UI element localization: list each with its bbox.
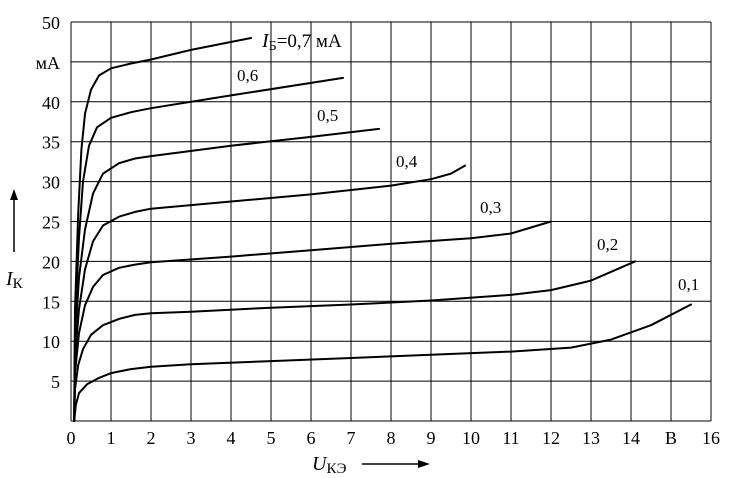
y-unit-label: мА [36,53,60,73]
curves [73,37,692,422]
curve-label: 0,3 [480,198,501,217]
x-tick-label: 9 [427,428,436,448]
x-tick-label: 1 [107,428,116,448]
y-axis-arrow-head [10,189,18,200]
y-tick-label: 15 [42,292,60,312]
y-tick-label: 35 [42,133,60,153]
y-tick-label: 20 [42,252,60,272]
curve-label: 0,6 [237,66,258,85]
curve-ib-0-5 [73,127,380,422]
x-tick-labels: 0 1 2 3 4 5 6 7 8 9 10 11 12 13 14 В 16 [67,428,721,448]
curve-label-ib-main: IБ=0,7 мА [261,30,342,54]
curve-ib-0-3 [73,220,552,422]
curve-ib-0-6 [73,76,344,422]
grid [70,21,712,422]
x-tick-label: 4 [227,428,236,448]
x-tick-label: 7 [347,428,356,448]
x-tick-label: 8 [387,428,396,448]
x-axis-label: UКЭ [312,453,347,477]
curve-ib-0-1 [73,303,692,422]
curve-label: 0,2 [597,235,618,254]
y-tick-label: 30 [42,173,60,193]
curve-label: 0,5 [317,106,338,125]
y-tick-label: 25 [42,213,60,233]
x-tick-label: 10 [462,428,480,448]
y-tick-label: 10 [42,332,60,352]
y-tick-label: 40 [42,93,60,113]
x-tick-label: 3 [187,428,196,448]
curve-label: 0,1 [678,275,699,294]
curve-labels: 0,1 0,2 0,3 0,4 0,5 0,6IБ=0,7 мА [237,30,699,294]
y-tick-labels: 5 10 15 20 25 30 35 40 мА 50 [36,13,60,392]
x-unit-label: В [665,428,677,448]
x-tick-label: 14 [622,428,640,448]
x-tick-label: 6 [307,428,316,448]
curve-ib-0-4 [73,164,466,422]
x-tick-label: 5 [267,428,276,448]
y-tick-label: 50 [42,13,60,33]
y-tick-label: 5 [51,372,60,392]
curve-ib-0-2 [73,260,636,422]
x-tick-label: 13 [582,428,600,448]
curve-ib-0-7 [73,37,252,422]
x-tick-label: 2 [147,428,156,448]
x-tick-label: 11 [502,428,519,448]
x-tick-label: 16 [702,428,720,448]
y-axis-label: IК [5,268,24,292]
x-axis-arrow-head [418,460,430,468]
x-tick-label: 0 [67,428,76,448]
x-tick-label: 12 [542,428,560,448]
curve-label: 0,4 [396,152,418,171]
